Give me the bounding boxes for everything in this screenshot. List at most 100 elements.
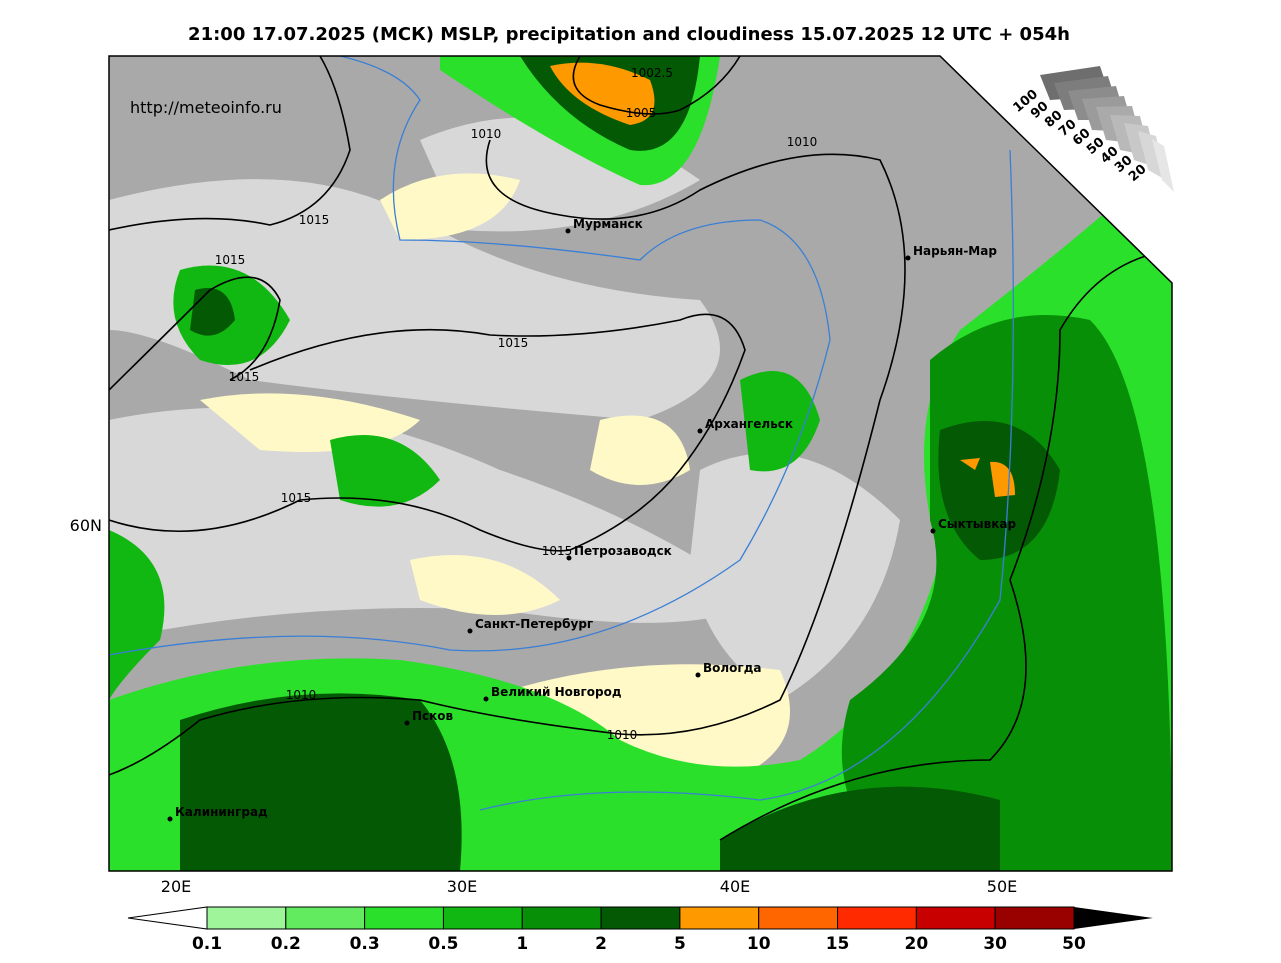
map-shape <box>572 56 741 115</box>
isobar-label: 1010 <box>787 135 818 149</box>
city-dot <box>930 528 936 534</box>
map-shape <box>841 315 1172 871</box>
isobar-label: 1010 <box>607 728 638 742</box>
colorbar-segment <box>679 906 760 930</box>
map-area: 1002.5 1005 1010 1010 1015 1015 1015 101… <box>109 56 1172 871</box>
city-dot <box>695 672 701 678</box>
colorbar-segment <box>206 906 287 930</box>
lon-label: 30E <box>447 877 477 896</box>
colorbar-tick: 0.3 <box>350 934 380 954</box>
colorbar-tick: 30 <box>983 934 1007 954</box>
city-label: Архангельск <box>705 417 793 431</box>
colorbar-tick: 1 <box>516 934 528 954</box>
city-dot <box>566 555 572 561</box>
map-shape <box>960 458 1015 497</box>
axis-labels: 20E 30E 40E 50E 60N <box>70 516 1018 896</box>
title: 21:00 17.07.2025 (МСК) MSLP, precipitati… <box>188 24 1070 45</box>
city-label: Сыктывкар <box>938 517 1016 531</box>
colorbar-tick: 20 <box>905 934 929 954</box>
precip-areas <box>109 56 1172 871</box>
isobar-label: 1015 <box>542 544 573 558</box>
colorbar-segment <box>600 906 681 930</box>
colorbar-tick: 0.2 <box>271 934 301 954</box>
colorbar-tick: 15 <box>826 934 850 954</box>
map-shape <box>109 56 351 231</box>
city-dot <box>697 428 703 434</box>
map-shape <box>109 407 760 640</box>
source-url: http://meteoinfo.ru <box>130 98 282 117</box>
city-dot <box>467 628 473 634</box>
lon-label: 20E <box>161 877 191 896</box>
cloud-scale-cell <box>1152 139 1174 192</box>
city-label: Псков <box>412 709 454 723</box>
map-shape <box>190 288 235 336</box>
colorbar-segment <box>837 906 917 930</box>
colorbar-segment <box>521 906 602 930</box>
map-shape <box>740 371 820 472</box>
colorbar-segment <box>758 906 839 930</box>
city-label: Вологда <box>703 661 761 675</box>
isobar-label: 1005 <box>626 106 657 120</box>
isobar-label: 1015 <box>215 253 246 267</box>
map-frame <box>108 55 1173 872</box>
map-shape <box>109 179 720 420</box>
map-shape <box>410 555 560 615</box>
isobars <box>109 56 1172 841</box>
map-shape <box>720 786 1000 871</box>
city-dot <box>483 696 489 702</box>
map-shape <box>109 530 165 700</box>
colorbar-high <box>1074 907 1153 929</box>
city-label: Калининград <box>175 805 268 819</box>
map-shape <box>590 415 690 485</box>
city-label: Санкт-Петербург <box>475 617 593 631</box>
lon-label: 50E <box>987 877 1017 896</box>
colorbar-tick: 2 <box>595 934 607 954</box>
city-label: Великий Новгород <box>491 685 622 699</box>
isobar-label: 1015 <box>229 370 260 384</box>
map-shape <box>109 276 281 391</box>
lat-label: 60N <box>70 516 102 535</box>
isobar-label: 1010 <box>471 127 502 141</box>
city-dot <box>905 255 911 261</box>
colorbar-tick: 10 <box>747 934 771 954</box>
map-shape <box>380 173 520 240</box>
isobar-label: 1015 <box>281 491 312 505</box>
map-shape <box>109 139 906 776</box>
city-label: Нарьян-Мар <box>913 244 997 258</box>
city-dot <box>167 816 173 822</box>
colorbar-tick: 5 <box>674 934 686 954</box>
light-clouds <box>109 117 900 700</box>
isobar-label: 1010 <box>286 688 317 702</box>
isobar-labels: 1002.5 1005 1010 1010 1015 1015 1015 101… <box>215 66 818 742</box>
colorbar-segment <box>364 906 444 930</box>
map-shape <box>109 56 831 656</box>
cities: Мурманск Нарьян-Мар Архангельск Сыктывкар Пе… <box>167 217 1016 822</box>
colorbar-low <box>127 906 208 930</box>
isobar-label: 1015 <box>498 336 529 350</box>
colorbar-segment <box>442 906 523 930</box>
city-dot <box>404 720 410 726</box>
map-shape <box>180 693 462 871</box>
map-shape <box>330 435 440 507</box>
colorbar-tick: 50 <box>1062 934 1086 954</box>
cloud-scale-cell <box>1138 131 1166 180</box>
colorbar-tick: 0.1 <box>192 934 222 954</box>
city-label: Мурманск <box>573 217 643 231</box>
isotherm-lines <box>109 56 1014 811</box>
map-shape <box>109 313 746 552</box>
isobar-label: 1015 <box>299 213 330 227</box>
colorbar-segment <box>285 906 366 930</box>
colorbar-tick: 0.5 <box>428 934 458 954</box>
colorbar: 0.1 0.2 0.3 0.5 1 2 5 10 15 20 30 50 <box>127 906 1153 954</box>
city-label: Петрозаводск <box>574 544 672 558</box>
isobar-label: 1002.5 <box>631 66 673 80</box>
map-shape <box>550 62 655 125</box>
lon-label: 40E <box>720 877 750 896</box>
map-shape <box>479 149 1014 811</box>
city-dot <box>565 228 571 234</box>
map-shape <box>719 249 1172 841</box>
colorbar-segment <box>915 906 996 930</box>
